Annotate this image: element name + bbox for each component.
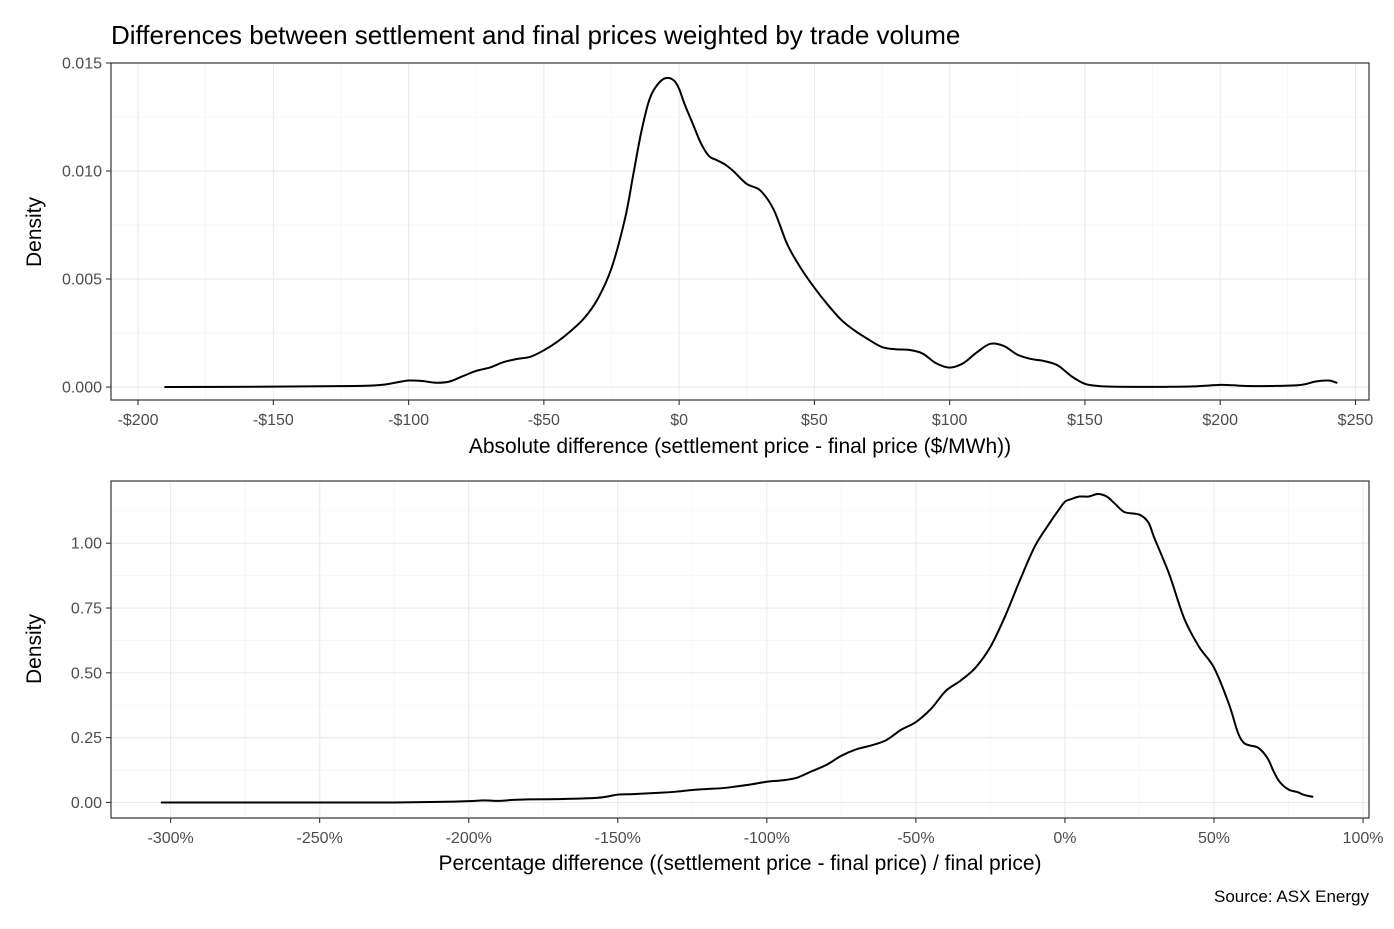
percentage-difference-x-tick-label: -100% [744, 830, 790, 847]
absolute-difference-x-tick-label: $100 [932, 412, 968, 429]
absolute-difference-y-tick-label: 0.015 [62, 56, 102, 73]
absolute-difference-x-tick-label: -$100 [388, 412, 429, 429]
source-caption: Source: ASX Energy [1214, 887, 1369, 906]
percentage-difference-y-tick-label: 1.00 [71, 536, 102, 553]
absolute-difference-density-line [164, 76, 1338, 389]
percentage-difference-x-tick-label: 50% [1198, 830, 1230, 847]
percentage-difference-y-tick-label: 0.75 [71, 601, 102, 618]
absolute-difference-x-tick-label: $150 [1067, 412, 1103, 429]
absolute-difference-x-axis: -$200 -$150 -$100 -$50 $0 $50 $100 $150 $200 $250 [118, 400, 1374, 429]
percentage-difference-y-axis-title: Density [23, 613, 46, 684]
percentage-difference-y-axis: 0.00 0.25 0.50 0.75 1.00 [71, 536, 111, 812]
absolute-difference-grid [111, 62, 1369, 400]
absolute-difference-y-axis: 0.000 0.005 0.010 0.015 [62, 56, 111, 397]
absolute-difference-y-axis-title: Density [23, 196, 46, 267]
percentage-difference-panel-border [110, 480, 1370, 819]
percentage-difference-density-line [160, 492, 1314, 804]
percentage-difference-grid [111, 481, 1369, 818]
absolute-difference-y-tick-label: 0.010 [62, 164, 102, 181]
percentage-difference-y-tick-label: 0.50 [71, 665, 102, 682]
absolute-difference-panel: -$200 -$150 -$100 -$50 $0 $50 $100 $150 $200 $250… [23, 56, 1373, 459]
absolute-difference-x-tick-label: -$150 [253, 412, 294, 429]
percentage-difference-x-tick-label: -50% [897, 830, 934, 847]
chart-title: Differences between settlement and final… [111, 20, 960, 50]
absolute-difference-y-tick-label: 0.000 [62, 380, 102, 397]
absolute-difference-x-tick-label: $250 [1338, 412, 1374, 429]
percentage-difference-x-tick-label: -200% [446, 830, 492, 847]
percentage-difference-x-axis-title: Percentage difference ((settlement price… [438, 852, 1041, 875]
absolute-difference-x-axis-title: Absolute difference (settlement price - … [469, 435, 1011, 458]
percentage-difference-y-tick-label: 0.25 [71, 730, 102, 747]
absolute-difference-x-tick-label: -$200 [118, 412, 159, 429]
percentage-difference-x-tick-label: -300% [147, 830, 193, 847]
absolute-difference-y-tick-label: 0.005 [62, 272, 102, 289]
percentage-difference-x-axis: -300% -250% -200% -150% -100% -50% 0% 50% 100% [147, 818, 1383, 847]
absolute-difference-x-tick-label: $200 [1202, 412, 1238, 429]
percentage-difference-x-tick-label: 100% [1343, 830, 1384, 847]
absolute-difference-x-tick-label: $50 [801, 412, 828, 429]
percentage-difference-y-tick-label: 0.00 [71, 795, 102, 812]
percentage-difference-panel: -300% -250% -200% -150% -100% -50% 0% 50% 100% 0… [23, 480, 1383, 875]
absolute-difference-x-tick-label: $0 [670, 412, 688, 429]
percentage-difference-x-tick-label: -150% [595, 830, 641, 847]
absolute-difference-x-tick-label: -$50 [528, 412, 560, 429]
percentage-difference-x-tick-label: 0% [1053, 830, 1076, 847]
absolute-difference-panel-border [110, 62, 1370, 401]
percentage-difference-x-tick-label: -250% [297, 830, 343, 847]
